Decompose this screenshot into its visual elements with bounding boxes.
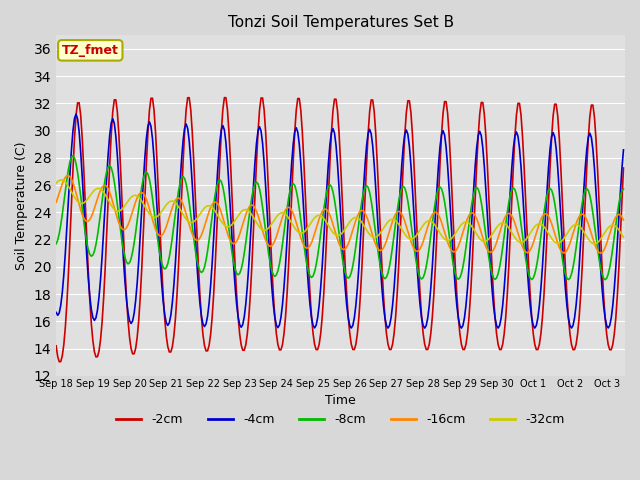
Legend: -2cm, -4cm, -8cm, -16cm, -32cm: -2cm, -4cm, -8cm, -16cm, -32cm (111, 408, 570, 431)
X-axis label: Time: Time (325, 394, 356, 407)
Text: TZ_fmet: TZ_fmet (62, 44, 119, 57)
Title: Tonzi Soil Temperatures Set B: Tonzi Soil Temperatures Set B (228, 15, 454, 30)
Y-axis label: Soil Temperature (C): Soil Temperature (C) (15, 142, 28, 270)
